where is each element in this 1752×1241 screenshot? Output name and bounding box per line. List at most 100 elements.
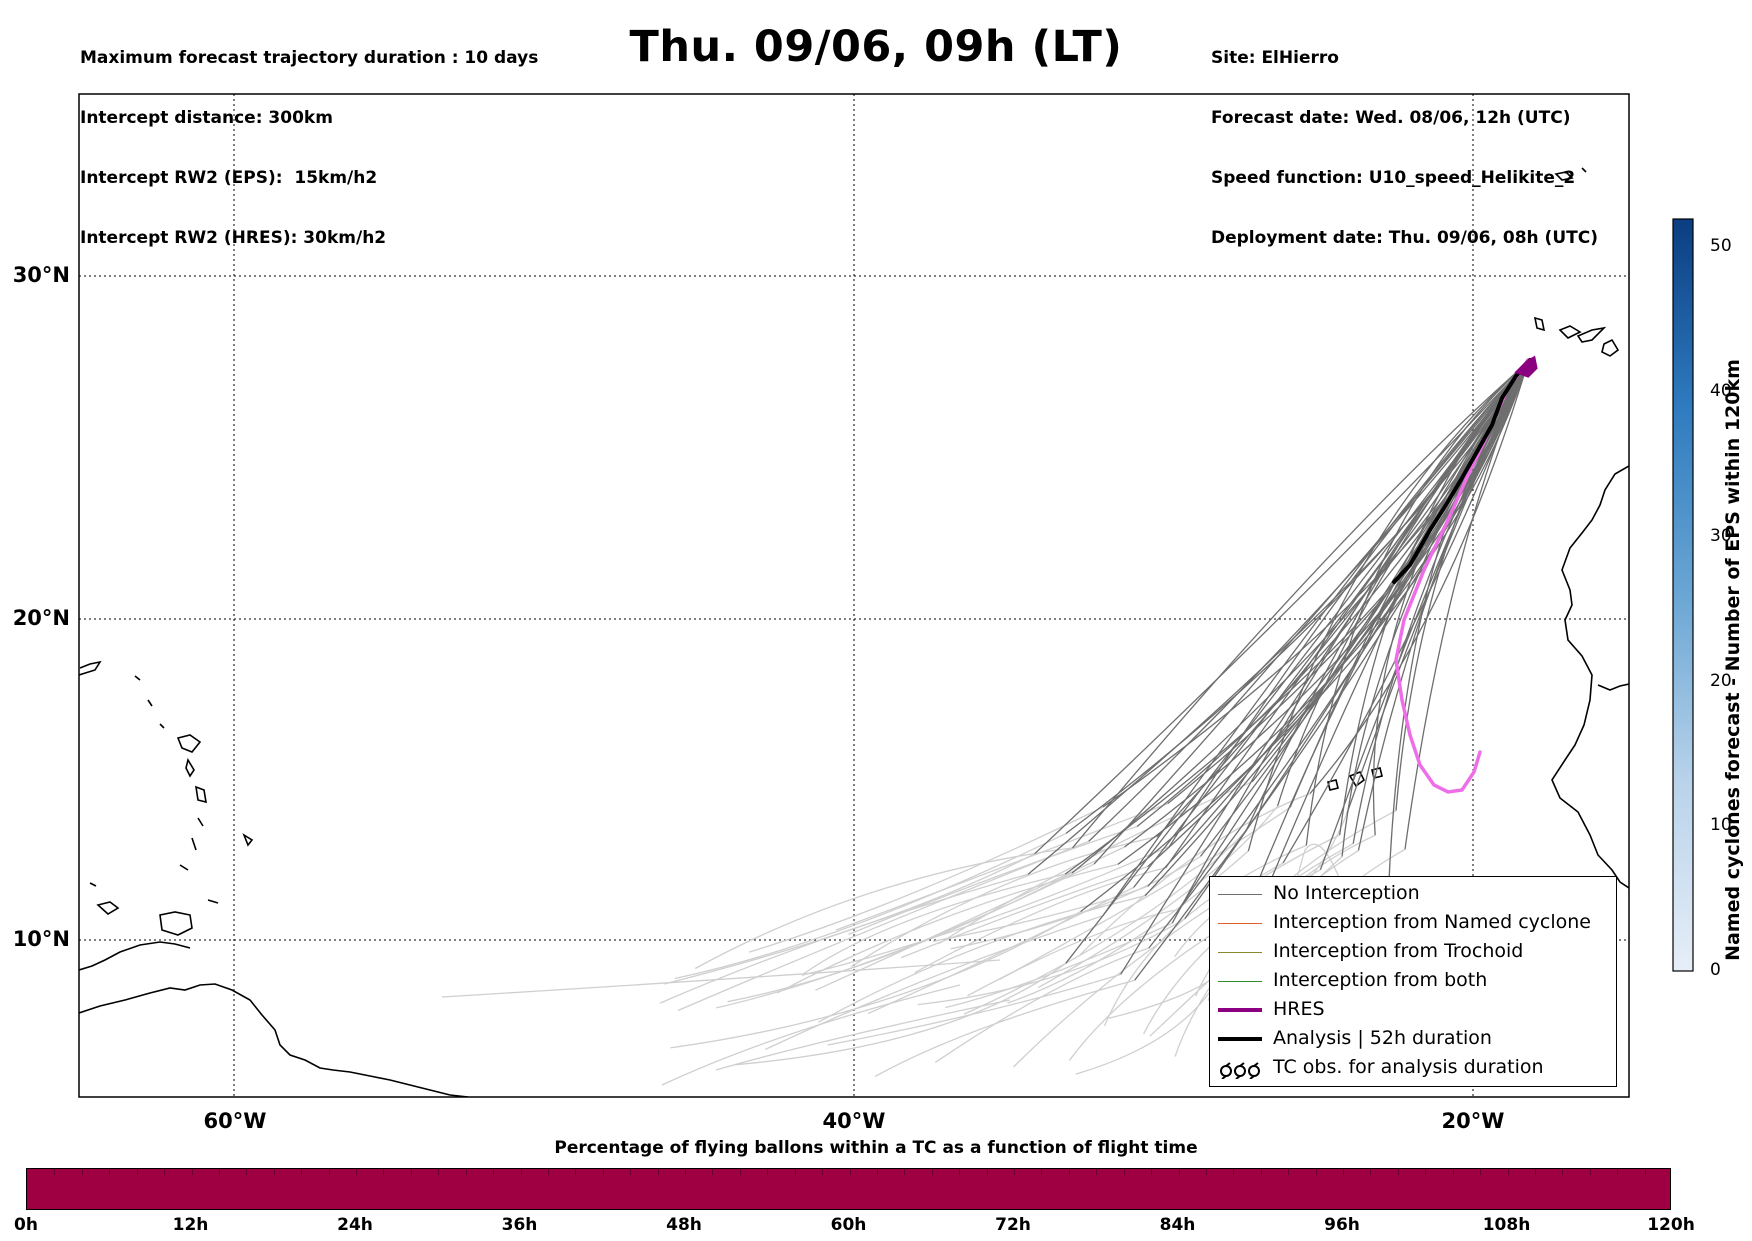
bar-minor-tick	[767, 1169, 769, 1175]
bar-minor-tick	[438, 1169, 440, 1175]
trajectory-line	[1276, 361, 1529, 807]
trajectory-line	[765, 915, 1104, 1050]
bar-minor-tick	[1507, 1169, 1509, 1175]
percentage-bar	[26, 1168, 1671, 1210]
trajectory-line	[715, 863, 1095, 1009]
trajectory-line	[1224, 361, 1529, 966]
bar-minor-tick	[1260, 1169, 1262, 1175]
trajectory-line	[1037, 805, 1279, 989]
trajectory-line	[1064, 361, 1529, 875]
lat-label: 10°N	[12, 927, 70, 951]
legend-item: Interception from Trochoid	[1210, 939, 1616, 967]
lon-label: 40°W	[822, 1109, 886, 1133]
lon-label: 60°W	[203, 1109, 267, 1133]
bar-minor-tick	[575, 1169, 577, 1175]
trajectory-line	[1178, 361, 1529, 910]
tc-symbol-icon	[1220, 1062, 1260, 1079]
header-right-info: Site: ElHierro Forecast date: Wed. 08/06…	[1211, 8, 1598, 268]
trajectory-line	[998, 806, 1291, 981]
trajectory-line	[1305, 361, 1529, 846]
bar-minor-tick	[136, 1169, 138, 1175]
trajectory-line	[661, 984, 961, 1086]
trajectory-line	[827, 973, 1121, 1046]
colorbar-title: Named cyclones forecast - Number of EPS …	[1722, 359, 1744, 961]
trajectory-line	[1103, 844, 1307, 1027]
pre-interception-trajectories	[441, 781, 1406, 1086]
colorbar-tick: 40	[1710, 381, 1732, 401]
bar-minor-tick	[1068, 1169, 1070, 1175]
legend-label: Interception from both	[1273, 969, 1488, 991]
trajectory-line	[1079, 792, 1311, 956]
bar-minor-tick	[218, 1169, 220, 1175]
bar-minor-tick	[1644, 1169, 1646, 1175]
legend-label: HRES	[1273, 998, 1325, 1020]
percentage-tick: 108h	[1482, 1215, 1531, 1235]
map-frame	[78, 93, 1630, 1098]
trajectory-line	[1102, 361, 1529, 917]
colorbar-tick: 30	[1710, 526, 1732, 546]
legend-label: Interception from Named cyclone	[1273, 911, 1591, 933]
bar-minor-tick	[1425, 1169, 1427, 1175]
legend-swatch	[1218, 1008, 1262, 1012]
percentage-tick: 36h	[501, 1215, 538, 1235]
bar-minor-tick	[328, 1169, 330, 1175]
bar-minor-tick	[1123, 1169, 1125, 1175]
bar-minor-tick	[273, 1169, 275, 1175]
percentage-tick: 60h	[830, 1215, 867, 1235]
percentage-tick: 0h	[14, 1215, 38, 1235]
bar-minor-tick	[959, 1169, 961, 1175]
trajectory-line	[917, 918, 1186, 1006]
percentage-tick: 48h	[666, 1215, 702, 1235]
colorbar-tick: 0	[1710, 960, 1721, 980]
trajectory-line	[1171, 361, 1529, 924]
trajectory-line	[848, 825, 1138, 936]
bar-minor-tick	[547, 1169, 549, 1175]
bar-minor-tick	[1041, 1169, 1043, 1175]
bar-minor-tick	[1233, 1169, 1235, 1175]
bar-minor-tick	[1617, 1169, 1619, 1175]
bar-minor-tick	[54, 1169, 56, 1175]
bar-minor-tick	[1480, 1169, 1482, 1175]
trajectory-line	[900, 866, 1148, 959]
lat-label: 20°N	[12, 606, 70, 630]
lat-label: 30°N	[12, 263, 70, 287]
trajectory-line	[670, 911, 1081, 1049]
colorbar-tick: 10	[1710, 815, 1732, 835]
bar-minor-tick	[1562, 1169, 1564, 1175]
trajectory-line	[914, 867, 1166, 974]
bar-minor-tick	[301, 1169, 303, 1175]
trajectory-line	[1352, 361, 1529, 844]
trajectory-line	[815, 846, 1125, 991]
colorbar-tick: 20	[1710, 671, 1732, 691]
trajectory-line	[802, 873, 1066, 975]
info-line: Intercept distance: 300km	[80, 108, 333, 128]
cyclone-colorbar	[1672, 218, 1694, 972]
bar-minor-tick	[465, 1169, 467, 1175]
trajectory-line	[659, 873, 1029, 1004]
legend-swatch	[1218, 981, 1262, 982]
trajectory-line	[1144, 361, 1529, 897]
legend-swatch	[1218, 1037, 1262, 1041]
legend-item: HRES	[1210, 997, 1616, 1025]
trajectory-line	[1071, 361, 1529, 874]
legend-item: Interception from Named cyclone	[1210, 910, 1616, 938]
page-title: Thu. 09/06, 09h (LT)	[629, 22, 1123, 72]
trajectory-line	[1093, 361, 1529, 865]
bar-minor-tick	[109, 1169, 111, 1175]
bar-minor-tick	[1151, 1169, 1153, 1175]
bar-minor-tick	[931, 1169, 933, 1175]
trajectory-line	[715, 999, 1011, 1071]
bar-minor-tick	[685, 1169, 686, 1175]
trajectory-line	[674, 832, 1067, 980]
percentage-tick: 84h	[1159, 1215, 1196, 1235]
bar-minor-tick	[630, 1169, 632, 1175]
map-area	[79, 94, 1629, 1097]
trajectory-line	[776, 863, 1119, 994]
bar-minor-tick	[822, 1169, 824, 1175]
trajectory-line	[867, 886, 1134, 1015]
coastlines	[79, 167, 1629, 1097]
legend-item: TC obs. for analysis duration	[1210, 1055, 1616, 1083]
bar-minor-tick	[246, 1169, 248, 1175]
percentage-tick: 96h	[1324, 1215, 1360, 1235]
